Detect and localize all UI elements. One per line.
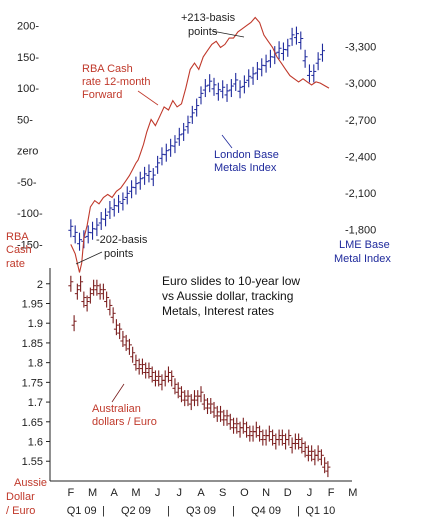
annotation-up-line2: points (188, 26, 218, 38)
x-month-label: S (219, 487, 226, 499)
chart-title-line3: Metals, Interest rates (162, 304, 274, 318)
left-tick-label: -50- (17, 177, 37, 189)
right-tick-label: -1,800 (345, 225, 376, 237)
aud-tick-label: 1.75 (22, 377, 43, 389)
lme-series-label-line2: Metals Index (214, 162, 277, 174)
lme-axis-tag-line1: LME Base (339, 239, 390, 251)
aud-series-label-line1: Australian (92, 403, 141, 415)
right-tick-label: -2,400 (345, 151, 376, 163)
x-quarter-separator: | (167, 505, 170, 517)
aud-tick-label: 1.85 (22, 338, 43, 350)
lme-series-label-line1: London Base (214, 149, 279, 161)
right-tick-label: -3,000 (345, 78, 376, 90)
annotation-down-line2: points (104, 248, 134, 260)
x-month-label: J (307, 487, 313, 499)
x-axis-quarters: Q1 09 Q2 09 | Q3 09 | Q4 09 | Q1 10 | (67, 505, 336, 517)
x-quarter-label: Q1 09 (67, 505, 97, 517)
left-tick-label: -100- (17, 208, 43, 220)
aud-tick-label: 1.9 (28, 318, 43, 330)
right-tick-label: -2,100 (345, 188, 376, 200)
aud-tick-label: 1.6 (28, 437, 43, 449)
lme-series (68, 26, 325, 251)
aud-tick-label: 1.65 (22, 417, 43, 429)
chart-title-line1: Euro slides to 10-year low (162, 274, 300, 288)
aud-tick-label: 1.8 (28, 358, 43, 370)
aud-label-leader (111, 383, 125, 403)
x-month-label: F (67, 487, 74, 499)
x-month-label: A (197, 487, 205, 499)
x-month-label: M (131, 487, 140, 499)
x-quarter-separator: | (232, 505, 235, 517)
aud-tick-label: 2 (37, 279, 43, 291)
top-panel: 200- 150- 100- 50- zero -50- -100- -150- -3,300… (6, 12, 391, 273)
right-tick-label: -3,300 (345, 42, 376, 54)
left-tick-label: zero (17, 146, 38, 158)
right-axis-ticks: -3,300 -3,000 -2,700 -2,400 -2,100 -1,800 (345, 42, 376, 237)
x-quarter-label: Q2 09 (121, 505, 151, 517)
x-quarter-label: Q1 10 (305, 505, 335, 517)
x-quarter-label: Q3 09 (186, 505, 216, 517)
aud-tick-label: 1.55 (22, 456, 43, 468)
rba-series-label-line2: rate 12-month (82, 76, 150, 88)
chart-title-line2: vs Aussie dollar, tracking (162, 289, 293, 303)
x-month-label: A (111, 487, 119, 499)
x-month-label: O (240, 487, 249, 499)
left-axis-ticks: 200- 150- 100- 50- zero -50- -100- -150- (17, 21, 43, 252)
aud-series-label-line2: dollars / Euro (92, 416, 157, 428)
right-tick-label: -2,700 (345, 115, 376, 127)
annotation-down-leader (75, 251, 103, 265)
rba-axis-tag-line1: RBA (6, 231, 29, 243)
left-tick-label: 150- (17, 52, 39, 64)
lme-label-leader (221, 134, 233, 149)
rba-label-leader (137, 90, 159, 106)
x-month-label: J (177, 487, 183, 499)
rba-series-label-line3: Forward (82, 89, 122, 101)
aud-tick-label: 1.95 (22, 298, 43, 310)
aud-axis-label-line1: Aussie (14, 477, 47, 489)
rba-axis-tag-line3: rate (6, 258, 25, 270)
x-quarter-separator: | (297, 505, 300, 517)
x-month-label: D (284, 487, 292, 499)
rba-axis-tag-line2: Cash (6, 244, 32, 256)
annotation-up-line1: +213-basis (181, 12, 236, 24)
annotation-down-line1: -202-basis (96, 234, 148, 246)
aud-tick-label: 1.7 (28, 397, 43, 409)
rba-series-label-line1: RBA Cash (82, 63, 133, 75)
x-month-label: M (348, 487, 357, 499)
x-month-label: N (262, 487, 270, 499)
bottom-panel: 2 1.95 1.9 1.85 1.8 1.75 1.7 1.65 1.6 1.55 Euro s… (6, 268, 357, 517)
left-tick-label: 200- (17, 21, 39, 33)
x-quarter-label: Q4 09 (251, 505, 281, 517)
x-month-label: F (328, 487, 335, 499)
x-month-label: J (155, 487, 161, 499)
x-quarter-separator: | (102, 505, 105, 517)
lme-axis-tag-line2: Metal Index (334, 253, 391, 265)
annotation-up-leader (211, 30, 245, 38)
aud-axis-label-line3: / Euro (6, 505, 35, 517)
left-tick-label: -150- (17, 239, 43, 251)
rba-series-line (70, 16, 330, 273)
aud-y-axis-ticks: 2 1.95 1.9 1.85 1.8 1.75 1.7 1.65 1.6 1.55 (22, 279, 50, 468)
left-tick-label: 100- (17, 83, 39, 95)
left-tick-label: 50- (17, 114, 33, 126)
aud-axis-label-line2: Dollar (6, 491, 35, 503)
x-month-label: M (88, 487, 97, 499)
aud-series (68, 275, 331, 478)
